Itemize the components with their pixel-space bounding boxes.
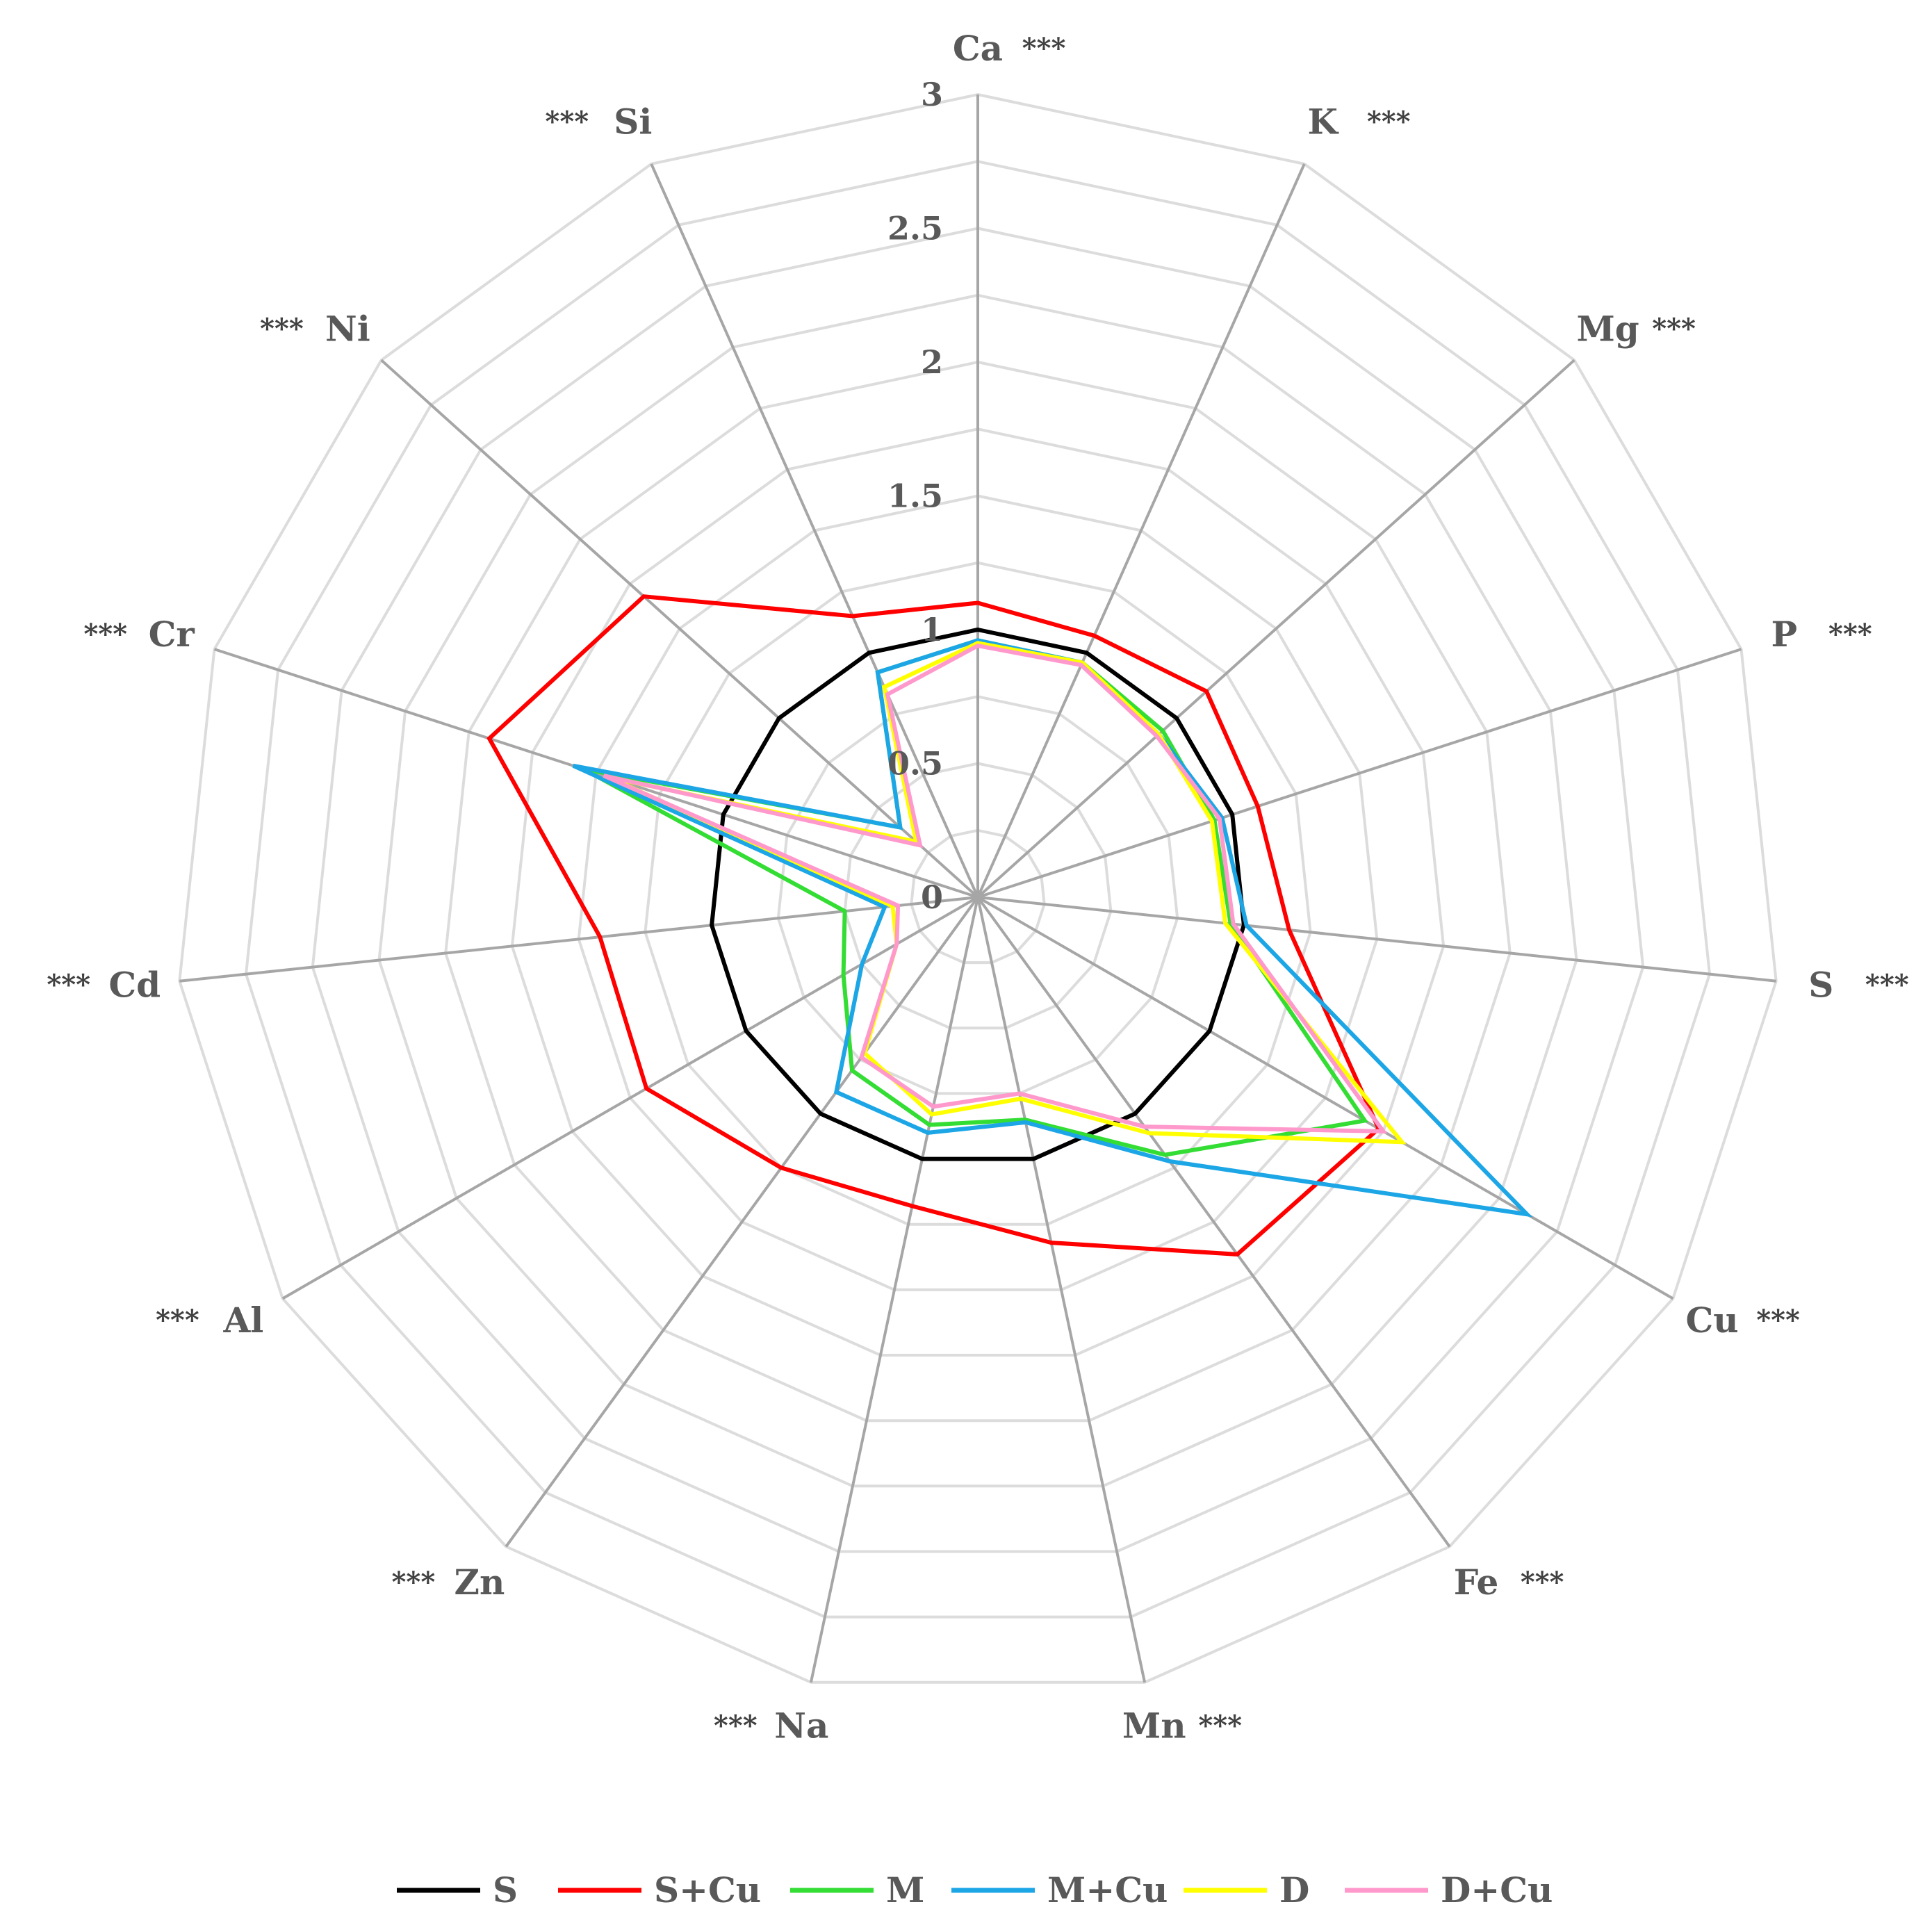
- spoke-cu: [977, 896, 1674, 1300]
- grid-ring: [178, 92, 1778, 1684]
- grid-ring: [776, 695, 1179, 1095]
- axis-name: Fe: [1454, 1562, 1499, 1603]
- significance-marker: ***: [1521, 1566, 1564, 1598]
- axis-name: Cu: [1686, 1300, 1739, 1341]
- significance-marker: ***: [545, 106, 589, 138]
- legend-item-d-plus-cu: D+Cu: [1345, 1869, 1553, 1910]
- legend-item-s-plus-cu: S+Cu: [558, 1869, 761, 1910]
- series-s: [710, 627, 1246, 1161]
- significance-marker: ***: [260, 313, 304, 345]
- tick-label: 3: [921, 76, 943, 113]
- grid-ring: [910, 828, 1046, 965]
- tick-label: 1.5: [887, 477, 943, 515]
- significance-marker: ***: [1865, 969, 1909, 1001]
- axis-name: Na: [774, 1705, 828, 1746]
- legend-item-m: M: [790, 1869, 924, 1910]
- grid-ring: [510, 427, 1446, 1357]
- legend-label: M+Cu: [1047, 1869, 1168, 1910]
- legend-item-m-plus-cu: M+Cu: [951, 1869, 1168, 1910]
- grid-ring: [377, 293, 1578, 1488]
- series-d-plus-cu: [603, 643, 1388, 1134]
- axis-name: Ca: [953, 28, 1003, 69]
- axis-label-fe: Fe ***: [1454, 1562, 1564, 1603]
- legend-label: S: [493, 1869, 518, 1910]
- axis-label-p: P ***: [1771, 614, 1872, 655]
- axis-label-s: S ***: [1808, 965, 1909, 1006]
- radar-series: [486, 594, 1533, 1257]
- significance-marker: ***: [156, 1304, 199, 1336]
- axis-name: Mg: [1576, 309, 1639, 350]
- axis-label-mn: Mn ***: [1122, 1705, 1242, 1746]
- axis-label-cu: Cu ***: [1686, 1300, 1801, 1341]
- spoke-si: [650, 163, 979, 898]
- axis-name: K: [1307, 101, 1339, 142]
- significance-marker: ***: [1198, 1709, 1242, 1742]
- spoke-mn: [976, 897, 1147, 1683]
- legend: S S+Cu M M+Cu D D+Cu: [397, 1869, 1553, 1910]
- tick-label: 1: [921, 611, 943, 648]
- grid-ring: [311, 227, 1645, 1553]
- radar-axis-labels: Ca *** K *** Mg *** P *** S *** Cu *** Fe *** Mn *** Na *…: [47, 28, 1908, 1746]
- axis-name: Ni: [325, 309, 370, 350]
- series-s-plus-cu: [486, 594, 1382, 1257]
- legend-label: S+Cu: [654, 1869, 761, 1910]
- significance-marker: ***: [392, 1566, 436, 1598]
- axis-label-zn: Zn ***: [392, 1562, 505, 1603]
- series-d: [607, 641, 1407, 1145]
- axis-label-k: K ***: [1307, 101, 1410, 142]
- axis-name: Mn: [1122, 1705, 1186, 1746]
- axis-name: S: [1808, 965, 1833, 1006]
- axis-name: Cr: [149, 614, 195, 655]
- spoke-ni: [380, 359, 979, 899]
- significance-marker: ***: [47, 969, 90, 1001]
- axis-name: Zn: [454, 1562, 505, 1603]
- axis-name: Al: [223, 1300, 264, 1341]
- significance-marker: ***: [1652, 313, 1696, 345]
- axis-label-ca: Ca ***: [953, 28, 1066, 69]
- axis-name: Si: [614, 101, 652, 142]
- axis-label-cd: Cd ***: [47, 965, 161, 1006]
- grid-ring: [444, 360, 1512, 1423]
- axis-name: P: [1771, 614, 1797, 655]
- spoke-al: [281, 896, 979, 1300]
- significance-marker: ***: [714, 1709, 758, 1742]
- axis-name: Cd: [108, 965, 161, 1006]
- spoke-na: [809, 897, 979, 1683]
- legend-label: D+Cu: [1441, 1869, 1553, 1910]
- grid-ring: [244, 160, 1712, 1619]
- axis-label-mg: Mg ***: [1576, 309, 1696, 350]
- grid-ring: [577, 494, 1379, 1291]
- series-m-plus-cu: [572, 638, 1533, 1218]
- legend-item-d: D: [1184, 1869, 1309, 1910]
- radar-tick-labels: 0 0.5 1 1.5 2 2.5 3: [887, 76, 943, 916]
- axis-label-na: Na ***: [714, 1705, 828, 1746]
- spoke-k: [976, 163, 1306, 898]
- axis-label-al: Al ***: [156, 1300, 263, 1341]
- legend-item-s: S: [397, 1869, 518, 1910]
- axis-label-si: Si ***: [545, 101, 652, 142]
- significance-marker: ***: [1828, 618, 1872, 650]
- significance-marker: ***: [83, 618, 127, 650]
- spoke-zn: [505, 896, 979, 1548]
- tick-label: 0: [921, 878, 943, 916]
- significance-marker: ***: [1367, 106, 1411, 138]
- spoke-fe: [976, 896, 1451, 1548]
- spoke-s: [977, 896, 1776, 983]
- legend-label: M: [886, 1869, 924, 1910]
- significance-marker: ***: [1756, 1304, 1800, 1336]
- legend-label: D: [1279, 1869, 1309, 1910]
- spoke-mg: [976, 359, 1575, 899]
- tick-label: 2: [921, 343, 943, 381]
- significance-marker: ***: [1022, 32, 1066, 65]
- axis-label-ni: Ni ***: [260, 309, 370, 350]
- spoke-cd: [179, 896, 979, 983]
- tick-label: 0.5: [887, 745, 943, 783]
- tick-label: 2.5: [887, 210, 943, 247]
- spoke-p: [977, 648, 1742, 899]
- axis-label-cr: Cr ***: [83, 614, 195, 655]
